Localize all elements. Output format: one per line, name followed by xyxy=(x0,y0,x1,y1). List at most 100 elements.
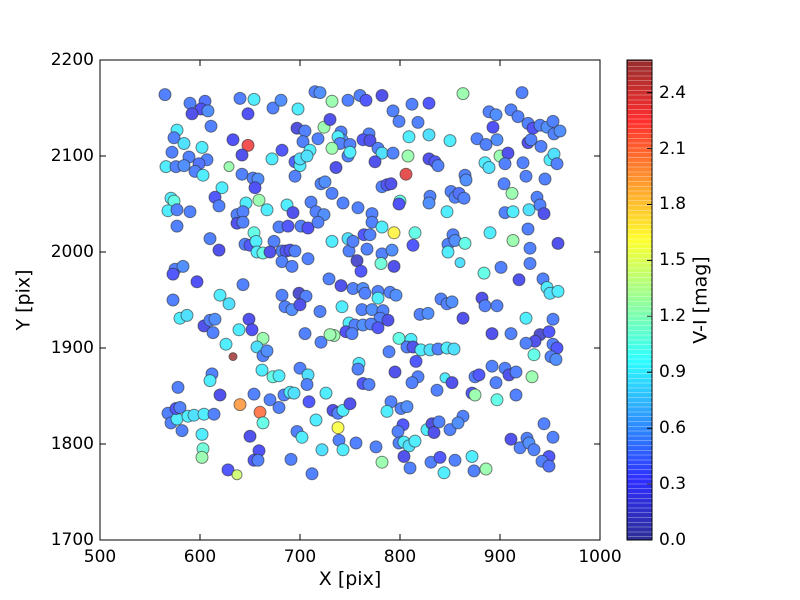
data-point xyxy=(504,432,518,446)
data-point xyxy=(445,295,459,309)
data-point xyxy=(391,425,405,438)
data-point xyxy=(263,393,277,407)
data-point xyxy=(421,306,435,320)
data-point xyxy=(490,133,504,147)
scatter-points-layer xyxy=(158,85,567,481)
data-point xyxy=(295,430,309,444)
data-point xyxy=(485,327,499,341)
data-point xyxy=(401,149,415,163)
data-point xyxy=(245,323,259,337)
data-point xyxy=(336,196,350,210)
data-point xyxy=(334,279,348,293)
data-point xyxy=(176,259,190,273)
data-point xyxy=(233,398,247,412)
data-point xyxy=(331,421,345,435)
data-point xyxy=(427,426,441,439)
data-point xyxy=(236,215,250,229)
data-point xyxy=(441,245,455,259)
data-point xyxy=(551,284,565,298)
data-point xyxy=(369,440,383,454)
data-point xyxy=(256,416,270,430)
data-point xyxy=(247,92,261,106)
data-point xyxy=(368,155,382,169)
data-point xyxy=(431,159,445,173)
data-point xyxy=(196,168,210,182)
data-point xyxy=(465,450,479,463)
data-point xyxy=(201,104,215,118)
data-point xyxy=(291,102,305,116)
y-tick-label: 1700 xyxy=(50,530,94,550)
data-point xyxy=(549,353,563,366)
data-point xyxy=(300,149,314,163)
data-point xyxy=(472,368,486,382)
data-point xyxy=(406,238,420,252)
data-point xyxy=(506,234,520,247)
data-point xyxy=(180,308,194,322)
data-point xyxy=(519,311,533,325)
data-point xyxy=(537,417,551,431)
data-point xyxy=(523,257,537,270)
data-point xyxy=(403,461,417,475)
data-point xyxy=(360,242,374,256)
data-point xyxy=(158,88,172,102)
data-point xyxy=(505,186,519,200)
data-point xyxy=(265,152,279,166)
data-point xyxy=(232,323,246,337)
data-point xyxy=(454,257,466,269)
data-point xyxy=(411,115,425,129)
x-tick-label: 700 xyxy=(283,547,317,567)
data-point xyxy=(325,94,339,108)
data-point xyxy=(551,236,565,250)
data-point xyxy=(524,133,538,147)
data-point xyxy=(459,173,473,187)
data-point xyxy=(386,146,400,160)
x-tick-label: 900 xyxy=(483,547,517,567)
data-point xyxy=(219,337,233,351)
data-point xyxy=(389,288,403,302)
data-point xyxy=(301,221,315,235)
data-point xyxy=(167,131,181,145)
data-point xyxy=(430,383,444,397)
data-point xyxy=(451,416,465,430)
data-point xyxy=(335,300,349,314)
data-point xyxy=(298,327,312,341)
data-point xyxy=(422,196,436,210)
data-point xyxy=(456,87,470,101)
data-point xyxy=(485,359,499,373)
data-point xyxy=(336,443,350,457)
data-point xyxy=(519,169,533,183)
colorbar-tick-label: 2.4 xyxy=(659,82,687,103)
data-point xyxy=(489,376,503,390)
data-point xyxy=(542,325,556,339)
data-point xyxy=(313,86,327,100)
data-point xyxy=(375,220,389,234)
colorbar xyxy=(626,59,653,541)
data-point xyxy=(305,467,319,481)
data-point xyxy=(397,450,411,463)
data-point xyxy=(223,161,235,173)
data-point xyxy=(358,286,372,300)
plot-frame xyxy=(99,59,601,541)
data-point xyxy=(171,380,185,394)
data-point xyxy=(311,132,325,146)
data-point xyxy=(241,107,255,121)
data-point xyxy=(242,312,256,326)
data-point xyxy=(351,201,365,215)
data-point xyxy=(284,452,298,466)
data-point xyxy=(166,267,180,281)
data-point xyxy=(553,124,567,138)
data-point xyxy=(213,288,227,302)
data-point xyxy=(477,266,491,280)
data-point xyxy=(203,374,217,388)
data-point xyxy=(323,113,337,126)
data-point xyxy=(173,401,187,414)
data-point xyxy=(206,326,220,340)
data-point xyxy=(363,134,377,148)
data-point xyxy=(288,169,302,183)
data-point xyxy=(445,376,459,390)
data-point xyxy=(470,132,484,146)
data-point xyxy=(319,386,333,400)
data-point xyxy=(183,96,197,110)
data-point xyxy=(385,243,399,257)
data-point xyxy=(386,104,400,118)
